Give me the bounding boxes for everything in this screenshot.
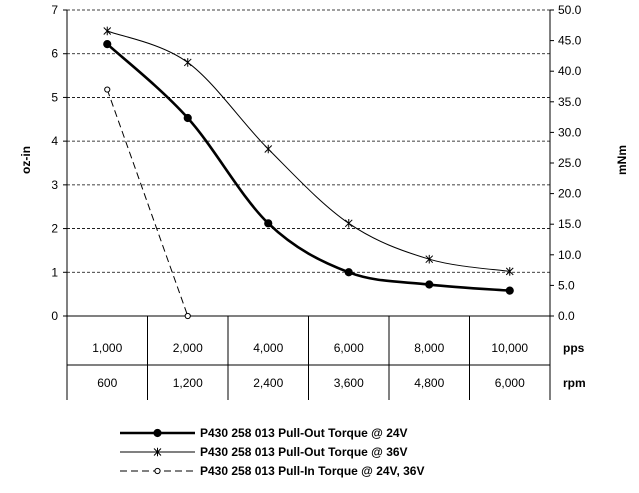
- grid-lines: [67, 9, 550, 273]
- legend-label-2: P430 258 013 Pull-Out Torque @ 36V: [200, 445, 408, 459]
- y-tick-label: 6: [51, 47, 58, 61]
- y2-tick-label: 15.0: [558, 217, 582, 231]
- x-secondary-label: 6,000: [495, 376, 525, 390]
- x-category-label: 4,000: [253, 341, 283, 355]
- x-secondary-label: 2,400: [253, 376, 283, 390]
- x-secondary-label: 600: [97, 376, 117, 390]
- series-1-point: [505, 286, 514, 295]
- series-2-point: [505, 267, 514, 276]
- x-secondary-label: 3,600: [334, 376, 364, 390]
- series-line-3: [106, 89, 189, 317]
- y2-tick-label: 30.0: [558, 125, 582, 139]
- y-tick-label: 4: [51, 134, 58, 148]
- legend: P430 258 013 Pull-Out Torque @ 24V P430 2…: [120, 426, 424, 478]
- y2-tick-label: 45.0: [558, 34, 582, 48]
- x-secondary-label: 4,800: [414, 376, 444, 390]
- series-line-1: [106, 43, 510, 292]
- y-axis-title: oz-in: [19, 146, 33, 174]
- series-2-point: [103, 26, 112, 36]
- axes: [66, 10, 551, 317]
- x-category-label: 10,000: [491, 341, 528, 355]
- series-1-point: [264, 219, 273, 228]
- x-category-label: 1,000: [92, 341, 122, 355]
- series-2-point: [425, 254, 434, 264]
- series-3-point: [184, 312, 191, 320]
- x-category-label: 6,000: [334, 341, 364, 355]
- y2-tick-label: 40.0: [558, 64, 582, 78]
- series-group: [103, 26, 514, 320]
- x-unit-secondary: rpm: [563, 376, 586, 390]
- legend-label-3: P430 258 013 Pull-In Torque @ 24V, 36V: [200, 464, 424, 478]
- y2-tick-label: 20.0: [558, 187, 582, 201]
- y2-tick-label: 10.0: [558, 248, 582, 262]
- series-2-point: [344, 219, 353, 228]
- y-tick-label: 1: [51, 265, 58, 279]
- y-tick-label: 2: [51, 222, 58, 236]
- y-tick-label: 7: [51, 3, 58, 17]
- legend-label-1: P430 258 013 Pull-Out Torque @ 24V: [200, 426, 408, 440]
- x-secondary-label: 1,200: [173, 376, 203, 390]
- legend-marker-2: [153, 447, 162, 457]
- legend-marker-1: [153, 428, 162, 438]
- y2-tick-label: 25.0: [558, 156, 582, 170]
- y2-axis-title: mNm: [615, 145, 629, 175]
- series-2-point: [183, 58, 192, 67]
- legend-marker-3: [154, 467, 161, 475]
- series-line-2: [107, 30, 510, 272]
- y-tick-label: 5: [51, 90, 58, 104]
- y-tick-labels: 0 1 2 3 4 5 6 7: [51, 3, 67, 323]
- x-unit-primary: pps: [563, 341, 585, 355]
- y-tick-label: 3: [51, 178, 58, 192]
- series-1-point: [103, 39, 112, 49]
- series-1-point: [344, 268, 353, 277]
- x-category-label: 8,000: [414, 341, 444, 355]
- y2-tick-label: 50.0: [558, 3, 582, 17]
- series-2-point: [264, 144, 273, 154]
- series-1-point: [183, 113, 192, 123]
- series-1-point: [425, 280, 434, 289]
- y2-tick-label: 5.0: [558, 278, 575, 292]
- x-category-label: 2,000: [173, 341, 203, 355]
- y2-tick-label: 35.0: [558, 95, 582, 109]
- x-category-table: 1,000 2,000 4,000 6,000 8,000 10,000 600 1,200 2…: [66, 316, 586, 400]
- series-3-point: [104, 86, 111, 93]
- y2-tick-label: 0.0: [558, 309, 575, 323]
- y2-tick-labels: 0.0 5.0 10.0 15.0 20.0 25.0 30.0 35.0 40.0 45.0 50…: [550, 3, 582, 323]
- y-tick-label: 0: [51, 309, 58, 323]
